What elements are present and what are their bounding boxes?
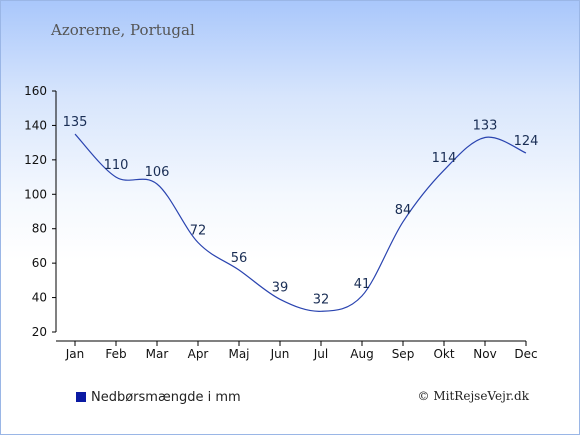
x-tick-label: Feb xyxy=(105,347,126,361)
x-tick-label: Mar xyxy=(146,347,169,361)
data-label: 56 xyxy=(231,251,248,266)
data-label: 41 xyxy=(354,277,371,292)
data-label: 32 xyxy=(313,292,330,307)
y-tick-label: 20 xyxy=(32,325,47,339)
y-tick-label: 140 xyxy=(24,118,47,132)
x-tick-label: Jul xyxy=(313,347,328,361)
data-label: 133 xyxy=(473,118,498,133)
x-tick-label: Apr xyxy=(188,347,209,361)
chart-title: Azorerne, Portugal xyxy=(51,21,195,39)
y-tick-label: 160 xyxy=(24,84,47,98)
legend-label: Nedbørsmængde i mm xyxy=(91,390,241,405)
data-label: 84 xyxy=(395,203,412,218)
data-label: 114 xyxy=(432,151,457,166)
x-tick-label: Aug xyxy=(350,347,373,361)
y-tick-label: 40 xyxy=(32,291,47,305)
y-tick-label: 80 xyxy=(32,222,47,236)
x-tick-label: Maj xyxy=(228,347,249,361)
legend-swatch xyxy=(76,392,86,402)
data-label: 110 xyxy=(104,158,129,173)
y-tick-label: 120 xyxy=(24,153,47,167)
data-label: 72 xyxy=(190,223,207,238)
x-tick-label: Okt xyxy=(433,347,454,361)
data-label: 39 xyxy=(272,280,289,295)
credit-text: © MitRejseVejr.dk xyxy=(417,389,529,403)
y-tick-label: 100 xyxy=(24,187,47,201)
y-tick-label: 60 xyxy=(32,256,47,270)
data-label: 135 xyxy=(63,115,88,130)
x-tick-label: Nov xyxy=(473,347,496,361)
x-tick-label: Sep xyxy=(392,347,415,361)
legend: Nedbørsmængde i mm xyxy=(76,390,241,405)
x-tick-label: Jan xyxy=(65,347,85,361)
data-label: 124 xyxy=(514,134,539,149)
x-tick-label: Dec xyxy=(514,347,537,361)
x-tick-label: Jun xyxy=(270,347,290,361)
data-label: 106 xyxy=(145,165,170,180)
series-line xyxy=(74,133,527,312)
